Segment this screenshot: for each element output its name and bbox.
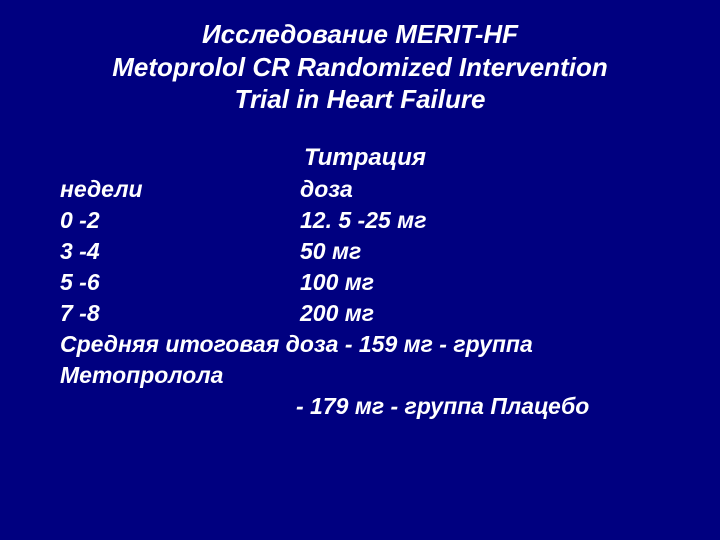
table-row: 5 -6 100 мг [60, 267, 670, 298]
slide-container: Исследование MERIT-HF Metoprolol CR Rand… [0, 0, 720, 540]
title-line-3: Trial in Heart Failure [50, 83, 670, 116]
cell-weeks: 7 -8 [60, 298, 300, 329]
title-block: Исследование MERIT-HF Metoprolol CR Rand… [50, 18, 670, 116]
table-header: недели доза [60, 174, 670, 205]
footer-line-1: Средняя итоговая доза - 159 мг - группа … [60, 329, 670, 391]
table-row: 3 -4 50 мг [60, 236, 670, 267]
header-weeks: недели [60, 174, 300, 205]
cell-dose: 50 мг [300, 236, 670, 267]
cell-dose: 200 мг [300, 298, 670, 329]
table-row: 0 -2 12. 5 -25 мг [60, 205, 670, 236]
cell-dose: 12. 5 -25 мг [300, 205, 670, 236]
header-dose: доза [300, 174, 670, 205]
footer-line-2: - 179 мг - группа Плацебо [60, 391, 670, 422]
cell-weeks: 3 -4 [60, 236, 300, 267]
cell-weeks: 5 -6 [60, 267, 300, 298]
title-line-2: Metoprolol CR Randomized Intervention [50, 51, 670, 84]
content-block: Титрация недели доза 0 -2 12. 5 -25 мг 3… [60, 144, 670, 422]
title-line-1: Исследование MERIT-HF [50, 18, 670, 51]
subtitle-titration: Титрация [60, 144, 670, 172]
table-row: 7 -8 200 мг [60, 298, 670, 329]
cell-weeks: 0 -2 [60, 205, 300, 236]
cell-dose: 100 мг [300, 267, 670, 298]
